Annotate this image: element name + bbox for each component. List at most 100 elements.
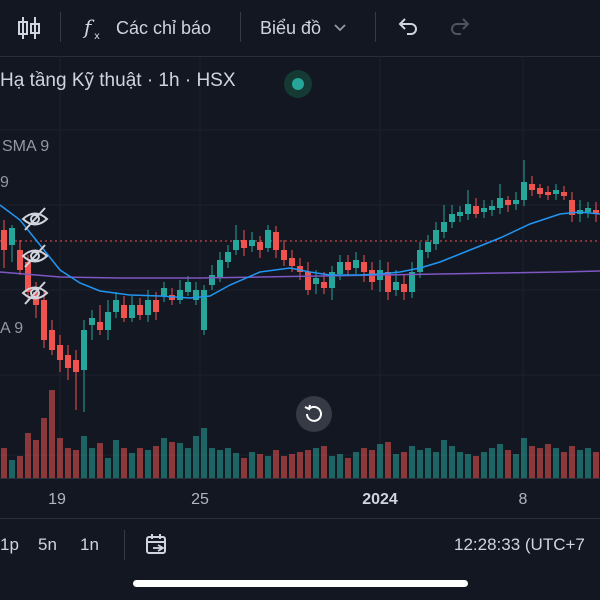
bottom-separator: [124, 530, 125, 560]
candle-body: [257, 242, 263, 250]
candle-body: [145, 300, 151, 315]
candle-body: [521, 182, 527, 200]
eye-hidden-icon[interactable]: [20, 204, 50, 234]
volume-bar: [9, 460, 15, 478]
candle-body: [177, 290, 183, 300]
candle-body: [297, 266, 303, 272]
chart-type-dropdown[interactable]: Biểu đồ: [260, 14, 347, 42]
rotate-reset-icon: [304, 404, 322, 422]
timeframe-1n-button[interactable]: 1n: [80, 535, 99, 554]
candle-body: [505, 200, 511, 205]
candle-body: [529, 184, 535, 190]
go-to-date-icon[interactable]: [144, 533, 170, 557]
candle-body: [569, 200, 575, 215]
candle-body: [369, 270, 375, 282]
sma-slow-line: [0, 270, 600, 279]
candle-body: [537, 188, 543, 194]
volume-bar: [385, 442, 391, 478]
eye-hidden-icon[interactable]: [20, 278, 50, 308]
volume-bar: [17, 456, 23, 478]
volume-bar: [209, 448, 215, 478]
candle-body: [17, 250, 23, 270]
timeframe-5n-button[interactable]: 5n: [38, 535, 57, 554]
volume-bar: [521, 438, 527, 478]
candle-body: [41, 300, 47, 340]
candle-body: [225, 252, 231, 262]
undo-button[interactable]: [396, 16, 420, 40]
volume-bar: [457, 452, 463, 478]
candle-body: [9, 228, 15, 245]
candle-body: [497, 198, 503, 208]
volume-bar: [265, 456, 271, 478]
candle-body: [593, 210, 599, 214]
svg-text:x: x: [94, 31, 100, 42]
bottom-toolbar: 1p 5n 1n 12:28:33 (UTC+7: [0, 518, 600, 571]
redo-button[interactable]: [448, 16, 472, 40]
volume-bar: [441, 440, 447, 478]
volume-bar: [193, 436, 199, 478]
chart-type-label: Biểu đồ: [260, 17, 322, 38]
toolbar-separator: [375, 12, 376, 42]
sma-fast-line: [0, 204, 600, 299]
timezone-clock[interactable]: 12:28:33 (UTC+7: [454, 535, 585, 554]
candle-body: [57, 345, 63, 360]
candle-body: [137, 305, 143, 315]
volume-bar: [401, 452, 407, 478]
x-tick-label: 25: [191, 491, 209, 508]
volume-bar: [417, 450, 423, 478]
volume-bar: [377, 444, 383, 478]
candle-style-button[interactable]: [16, 14, 42, 42]
candle-body: [401, 284, 407, 292]
candle-body: [65, 355, 71, 368]
volume-bar: [57, 438, 63, 478]
reset-chart-button[interactable]: [296, 396, 332, 432]
time-axis[interactable]: 19 25 2024 8: [0, 478, 600, 519]
volume-bar: [249, 452, 255, 478]
candle-body: [313, 278, 319, 284]
candle-body: [545, 192, 551, 195]
volume-bar: [1, 448, 7, 478]
candle-body: [465, 204, 471, 214]
volume-bars: [1, 390, 599, 478]
volume-bar: [345, 458, 351, 478]
volume-bar: [425, 448, 431, 478]
toolbar-separator: [240, 12, 241, 42]
candle-body: [289, 258, 295, 266]
toolbar-separator: [60, 12, 61, 42]
chart-canvas[interactable]: [0, 56, 600, 526]
volume-bar: [409, 446, 415, 478]
price-chart[interactable]: [0, 56, 600, 526]
candle-body: [441, 222, 447, 232]
indicators-button[interactable]: f x Các chỉ báo: [82, 14, 211, 42]
candle-body: [481, 208, 487, 212]
candle-body: [457, 212, 463, 216]
candle-body: [353, 260, 359, 268]
candle-body: [241, 240, 247, 248]
volume-bar: [217, 450, 223, 478]
candle-body: [1, 230, 7, 250]
volume-bar: [185, 448, 191, 478]
volume-bar: [201, 428, 207, 478]
candle-body: [129, 305, 135, 318]
candle-body: [73, 360, 79, 372]
candlesticks: [1, 160, 599, 412]
candle-body: [417, 250, 423, 272]
market-status-indicator: [284, 70, 312, 98]
volume-bar: [337, 454, 343, 478]
timeframe-1p-button[interactable]: 1p: [0, 535, 19, 554]
x-tick-label: 19: [48, 491, 66, 508]
eye-hidden-icon[interactable]: [20, 241, 50, 271]
volume-bar: [129, 453, 135, 478]
volume-bar: [393, 454, 399, 478]
volume-bar: [353, 452, 359, 478]
volume-bar: [433, 452, 439, 478]
candle-body: [473, 206, 479, 214]
volume-bar: [537, 448, 543, 478]
symbol-title: Hạ tầng Kỹ thuật · 1h · HSX: [0, 70, 236, 91]
candle-body: [409, 272, 415, 292]
volume-bar: [281, 456, 287, 478]
candle-body: [25, 262, 31, 292]
volume-bar: [145, 450, 151, 478]
candle-body: [337, 262, 343, 274]
candle-body: [97, 322, 103, 330]
